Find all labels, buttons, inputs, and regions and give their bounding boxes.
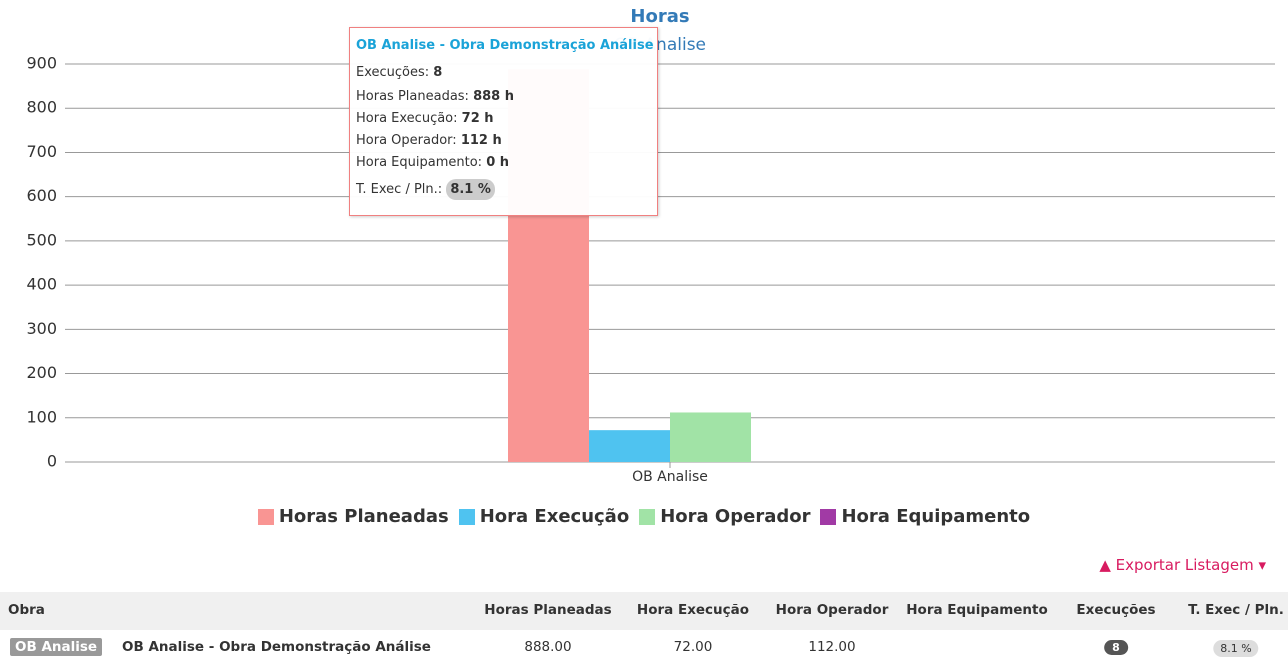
table-cell[interactable]: 888.00: [524, 639, 572, 655]
table-row[interactable]: OB Analise OB Analise - Obra Demonstração…: [0, 636, 1288, 662]
column-header: Execuções: [1076, 602, 1156, 618]
y-tick-label: 700: [26, 142, 57, 161]
legend-item[interactable]: Hora Equipamento: [820, 506, 1030, 527]
bar: [670, 412, 751, 462]
tooltip-value: 888 h: [473, 89, 514, 104]
column-header: Hora Equipamento: [906, 602, 1048, 618]
table-cell[interactable]: 112.00: [808, 639, 856, 655]
tooltip-title: OB Analise - Obra Demonstração Análise: [356, 38, 654, 53]
tooltip-label: Hora Operador:: [356, 133, 457, 148]
y-tick-label: 600: [26, 186, 57, 205]
legend-swatch[interactable]: [257, 508, 274, 525]
legend-swatch[interactable]: [820, 508, 837, 525]
tooltip-value: 0 h: [486, 155, 510, 170]
tooltip-row: Hora Equipamento: 0 h: [356, 155, 509, 170]
y-tick-label: 900: [26, 54, 57, 73]
legend: Horas Planeadas Hora Execução Hora Operado…: [0, 506, 1288, 527]
tooltip-row: Hora Execução: 72 h: [356, 111, 494, 126]
y-tick-label: 300: [26, 319, 57, 338]
legend-item[interactable]: Hora Execução: [458, 506, 630, 527]
tooltip-row: Execuções: 8: [356, 65, 442, 80]
export-label[interactable]: Exportar Listagem: [1115, 556, 1254, 574]
legend-label[interactable]: Hora Operador: [660, 506, 811, 527]
column-header: Hora Execução: [636, 602, 750, 618]
y-tick-label: 800: [26, 98, 57, 117]
tooltip-row: Hora Operador: 112 h: [356, 133, 502, 148]
y-tick-label: 400: [26, 275, 57, 294]
tooltip-value: 112 h: [460, 133, 502, 148]
column-header: Hora Operador: [775, 602, 889, 618]
legend-item[interactable]: Hora Operador: [639, 506, 810, 527]
x-tick-label: OB Analise: [632, 469, 708, 485]
table-cell[interactable]: 8.1 %: [1213, 640, 1259, 657]
legend-item[interactable]: Horas Planeadas: [257, 506, 449, 527]
tooltip: OB Analise - Obra Demonstração Análise E…: [349, 27, 658, 216]
chart-title: Horas: [630, 6, 689, 27]
tooltip-row: T. Exec / Pln.: 8.1 %: [356, 179, 495, 200]
legend-label[interactable]: Horas Planeadas: [278, 506, 449, 527]
y-tick-label: 100: [26, 407, 57, 426]
y-tick-label: 200: [26, 363, 57, 382]
tooltip-label: Execuções:: [356, 65, 430, 80]
tooltip-value: 72 h: [461, 111, 494, 126]
tooltip-label: Hora Equipamento:: [356, 155, 483, 170]
column-header: T. Exec / Pln.: [1188, 602, 1284, 618]
column-header: Horas Planeadas: [484, 602, 612, 618]
legend-swatch[interactable]: [458, 508, 475, 525]
y-tick-label: 500: [26, 230, 57, 249]
table-cell[interactable]: 8: [1104, 640, 1128, 655]
tooltip-value: 8.1 %: [446, 179, 495, 200]
tooltip-label: Horas Planeadas:: [356, 89, 469, 104]
obra-code-badge[interactable]: OB Analise: [10, 638, 103, 656]
tooltip-label: Hora Execução:: [356, 111, 458, 126]
tooltip-row: Horas Planeadas: 888 h: [356, 89, 514, 104]
table-header: Obra Horas Planeadas Hora Execução Hora Ope…: [0, 592, 1288, 630]
legend-swatch[interactable]: [639, 508, 656, 525]
export-button[interactable]: ▲ Exportar Listagem ▾: [1099, 556, 1266, 574]
obra-name[interactable]: OB Analise - Obra Demonstração Análise: [122, 639, 431, 655]
tooltip-label: T. Exec / Pln.:: [356, 182, 443, 197]
bar: [589, 430, 670, 462]
column-header: Obra: [8, 602, 45, 618]
table-cell[interactable]: 72.00: [673, 639, 713, 655]
legend-label[interactable]: Hora Execução: [479, 506, 630, 527]
y-tick-label: 0: [47, 452, 57, 471]
tooltip-value: 8: [433, 65, 443, 80]
legend-label[interactable]: Hora Equipamento: [841, 506, 1031, 527]
